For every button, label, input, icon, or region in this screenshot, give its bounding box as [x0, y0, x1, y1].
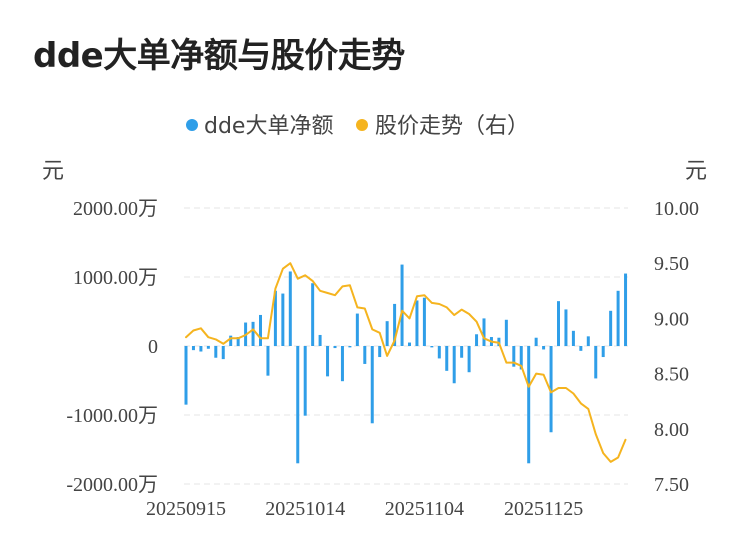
- bar: [221, 346, 225, 360]
- bar: [191, 346, 195, 351]
- bar: [408, 342, 411, 346]
- bar: [557, 301, 560, 346]
- left-tick-label: 1000.00万: [73, 267, 158, 289]
- bar: [333, 346, 337, 349]
- grid-lines: [184, 207, 628, 485]
- x-tick-label: 20250915: [146, 498, 226, 520]
- bar: [393, 303, 397, 346]
- x-tick-label: 20251014: [265, 498, 345, 520]
- price-line: [185, 262, 627, 463]
- bar-series: [184, 264, 628, 464]
- bar: [475, 334, 479, 346]
- legend-marker-0: [186, 119, 198, 131]
- bar: [609, 310, 613, 346]
- bar: [504, 319, 508, 346]
- page-title: dde大单净额与股价走势: [33, 36, 405, 76]
- bar: [303, 346, 307, 416]
- x-tick-label: 20251104: [385, 498, 464, 520]
- bar: [482, 318, 486, 346]
- left-axis: 2000.00万 1000.00万 0 -1000.00万 -2000.00万: [66, 198, 158, 496]
- bar: [437, 346, 441, 359]
- bar: [601, 346, 605, 358]
- bar: [400, 264, 404, 346]
- bar: [378, 346, 382, 358]
- bar: [206, 346, 210, 349]
- bar: [199, 346, 203, 352]
- bar: [184, 346, 188, 405]
- bar: [534, 337, 538, 346]
- bar: [549, 346, 553, 433]
- bar: [355, 313, 359, 346]
- bar: [385, 321, 389, 346]
- right-axis: 10.00 9.50 9.00 8.50 8.00 7.50: [654, 198, 699, 496]
- bar: [616, 290, 620, 346]
- bar: [467, 346, 471, 373]
- bar: [579, 346, 583, 351]
- bar: [415, 300, 419, 346]
- bar: [422, 297, 426, 346]
- right-tick-label: 7.50: [654, 474, 689, 496]
- legend-label-1: 股价走势（右）: [375, 114, 529, 139]
- bar: [519, 346, 523, 370]
- bar: [251, 321, 255, 346]
- bar: [564, 309, 568, 346]
- bar: [594, 346, 598, 379]
- bar: [318, 334, 322, 346]
- bar: [311, 283, 315, 346]
- bar: [512, 346, 516, 367]
- left-tick-label: -1000.00万: [66, 405, 158, 427]
- right-tick-label: 9.00: [654, 308, 689, 330]
- legend-label-0: dde大单净额: [204, 114, 333, 139]
- bar: [273, 290, 277, 346]
- bar: [527, 346, 531, 464]
- bar: [452, 346, 456, 384]
- right-tick-label: 9.50: [654, 253, 689, 275]
- right-axis-unit: 元: [685, 159, 707, 184]
- bar: [624, 273, 628, 346]
- left-tick-label: 2000.00万: [73, 198, 158, 220]
- bar: [542, 346, 546, 350]
- right-tick-label: 10.00: [654, 198, 699, 220]
- right-tick-label: 8.50: [654, 364, 689, 386]
- bar: [363, 346, 367, 364]
- bar: [430, 346, 434, 348]
- bar: [236, 337, 240, 346]
- bar: [340, 346, 344, 382]
- right-tick-label: 8.00: [654, 419, 689, 441]
- bar: [445, 346, 449, 371]
- legend[interactable]: dde大单净额 股价走势（右）: [186, 114, 529, 139]
- bar: [586, 336, 590, 346]
- bar: [296, 346, 300, 464]
- bar: [460, 346, 464, 358]
- bar: [288, 271, 292, 346]
- line-series: [185, 262, 627, 463]
- bar: [214, 346, 218, 358]
- bar: [259, 314, 262, 346]
- left-tick-label: 0: [148, 336, 158, 358]
- x-tick-label: 20251125: [504, 498, 583, 520]
- left-axis-unit: 元: [42, 159, 64, 184]
- bar: [266, 346, 270, 376]
- x-axis: 20250915 20251014 20251104 20251125: [146, 498, 583, 520]
- bar: [229, 335, 233, 346]
- bar: [281, 293, 285, 346]
- left-tick-label: -2000.00万: [66, 474, 158, 496]
- bar: [326, 346, 330, 377]
- bar: [370, 346, 374, 424]
- bar: [348, 346, 352, 348]
- legend-marker-1: [356, 119, 368, 131]
- bar: [571, 330, 575, 346]
